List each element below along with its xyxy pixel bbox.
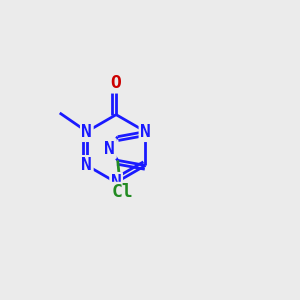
Text: N: N — [140, 123, 151, 141]
Text: N: N — [81, 123, 92, 141]
Text: N: N — [104, 140, 115, 158]
Text: Cl: Cl — [111, 183, 133, 201]
Text: O: O — [111, 74, 122, 92]
Text: N: N — [111, 173, 122, 191]
Text: N: N — [81, 157, 92, 175]
